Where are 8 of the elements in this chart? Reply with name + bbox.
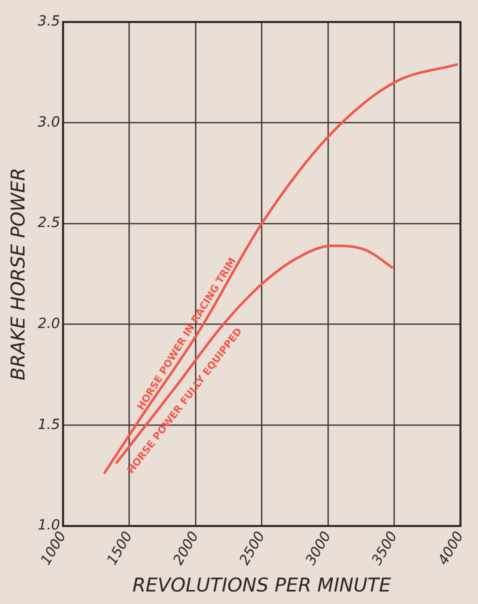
y-axis-title: BRAKE HORSE POWER xyxy=(7,168,30,380)
y-tick-label: 2.5 xyxy=(38,215,60,232)
line-series xyxy=(102,63,460,475)
y-tick-label: 3.0 xyxy=(38,114,60,130)
y-tick-label: 3.5 xyxy=(38,14,60,30)
y-tick-label: 2.0 xyxy=(38,316,60,332)
x-axis-title: REVOLUTIONS PER MINUTE xyxy=(132,574,392,597)
y-tick-label: 1.5 xyxy=(38,416,60,433)
